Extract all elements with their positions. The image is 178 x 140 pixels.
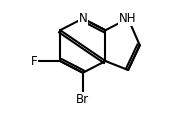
Text: N: N <box>78 12 87 25</box>
Text: NH: NH <box>119 12 137 25</box>
Text: Br: Br <box>76 93 89 106</box>
Text: F: F <box>31 55 38 68</box>
